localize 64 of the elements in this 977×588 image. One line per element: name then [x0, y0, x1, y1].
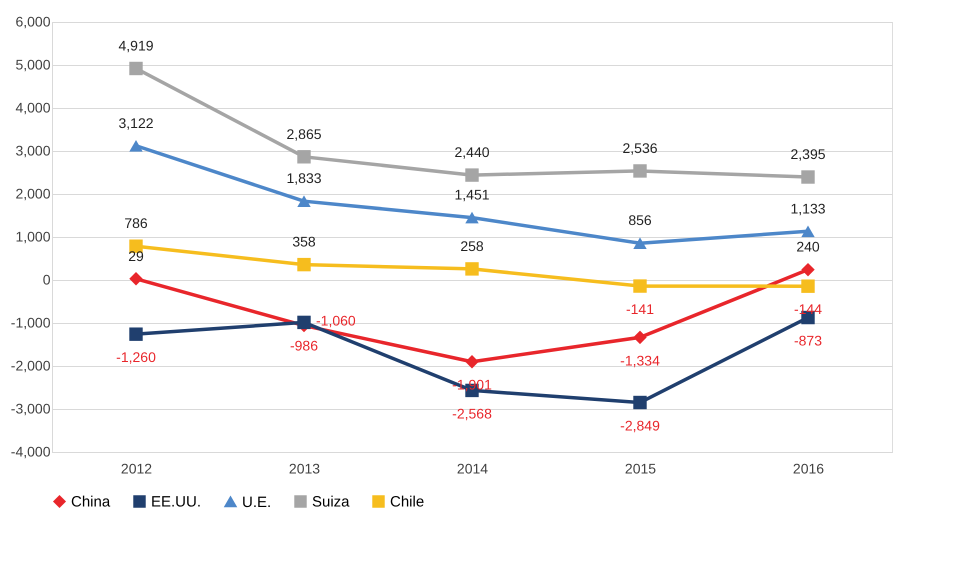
- data-label: 1,833: [286, 170, 322, 186]
- point: [297, 195, 311, 207]
- point: [465, 168, 479, 182]
- data-label: 3,122: [118, 114, 154, 131]
- data-label: -1,260: [116, 349, 156, 366]
- point: [297, 258, 311, 272]
- x-tick-label: 2016: [792, 460, 824, 476]
- legend-label: EE.UU.: [151, 494, 202, 511]
- point: [129, 272, 143, 286]
- y-tick-label: -1,000: [10, 314, 51, 330]
- point: [801, 279, 815, 293]
- point: [129, 140, 143, 152]
- y-tick-label: -3,000: [10, 400, 51, 416]
- point: [801, 225, 815, 238]
- point: [801, 170, 815, 184]
- point: [801, 262, 815, 276]
- point: [465, 262, 479, 276]
- data-label: -1,334: [620, 352, 660, 368]
- data-label: -1,060: [316, 312, 356, 329]
- data-label: -2,568: [452, 405, 492, 422]
- x-tick-label: 2015: [624, 460, 656, 476]
- legend-label: China: [71, 494, 111, 511]
- point: [633, 330, 647, 344]
- y-tick-label: -4,000: [10, 444, 51, 460]
- data-label: 240: [796, 238, 820, 255]
- x-tick-label: 2014: [456, 460, 488, 476]
- y-tick-label: 2,000: [15, 186, 51, 202]
- data-label: -986: [290, 337, 318, 354]
- data-label: 856: [628, 212, 652, 228]
- point: [633, 164, 647, 178]
- point: [129, 62, 143, 76]
- point: [465, 355, 479, 368]
- data-label: -873: [794, 332, 822, 349]
- legend-label: Suiza: [312, 494, 350, 511]
- point: [633, 279, 647, 293]
- legend-label: Chile: [390, 494, 424, 511]
- data-label: -141: [626, 301, 654, 318]
- legend-label: U.E.: [242, 494, 272, 511]
- data-label: 2,536: [622, 140, 658, 156]
- data-label: 4,919: [118, 37, 154, 54]
- y-tick-label: -2,000: [10, 358, 51, 374]
- data-label: 2,440: [454, 144, 490, 160]
- point: [465, 212, 479, 224]
- data-label: 1,451: [454, 186, 490, 203]
- data-label: -144: [794, 301, 822, 318]
- data-label: -2,849: [620, 418, 660, 434]
- point: [633, 237, 647, 249]
- data-label: 786: [124, 215, 148, 232]
- x-tick-label: 2012: [120, 460, 152, 476]
- point: [297, 150, 311, 164]
- point: [633, 396, 647, 410]
- y-tick-label: 3,000: [15, 142, 51, 158]
- data-label: 258: [460, 238, 484, 254]
- data-label: 358: [292, 234, 316, 250]
- y-tick-label: 1,000: [15, 228, 51, 244]
- data-label: 1,133: [790, 200, 826, 216]
- y-tick-label: 6,000: [15, 14, 51, 30]
- x-tick-label: 2013: [288, 460, 320, 476]
- data-label: 2,395: [790, 146, 826, 162]
- data-label: 2,865: [286, 126, 322, 142]
- point: [129, 327, 143, 341]
- y-tick-label: 0: [42, 272, 51, 288]
- y-tick-label: 5,000: [15, 56, 51, 72]
- y-tick-label: 4,000: [15, 100, 51, 116]
